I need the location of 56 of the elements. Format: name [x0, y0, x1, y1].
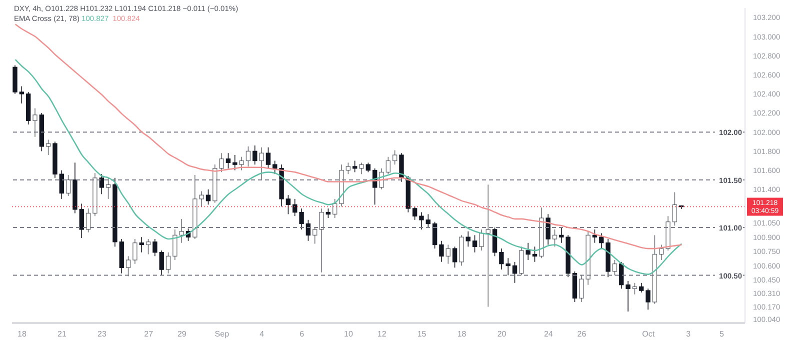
candlestick: [159, 250, 164, 276]
candlestick: [292, 198, 298, 216]
x-tick-label: 10: [344, 330, 354, 339]
candlestick: [592, 229, 598, 244]
candlestick: [452, 246, 458, 268]
candlestick: [439, 240, 444, 262]
x-tick-label: 5: [719, 330, 724, 339]
candlestick: [419, 212, 424, 230]
x-tick-label: 3: [686, 330, 692, 339]
candlestick: [232, 154, 238, 171]
candlestick: [426, 214, 430, 228]
candlestick: [99, 174, 104, 195]
x-tick-label: 18: [457, 330, 467, 339]
candlestick: [206, 188, 211, 206]
candlestick: [152, 238, 158, 257]
candlestick: [326, 208, 331, 218]
candlestick: [286, 194, 291, 215]
candlestick: [139, 236, 144, 253]
candlestick: [299, 208, 304, 230]
x-tick-label: 20: [497, 330, 507, 339]
candlestick: [646, 288, 650, 310]
candlestick: [266, 146, 271, 169]
x-tick-label: 4: [260, 330, 265, 339]
candlestick: [399, 152, 404, 182]
candlestick: [499, 248, 504, 270]
x-tick-label: 29: [177, 330, 187, 339]
candlestick: [352, 160, 358, 173]
x-tick-label: 12: [377, 330, 387, 339]
candlestick: [79, 203, 84, 238]
x-tick-label: Sep: [214, 330, 230, 339]
candlestick: [639, 282, 644, 293]
candlestick: [412, 206, 418, 220]
candlestick: [506, 258, 510, 276]
candlestick: [59, 170, 64, 200]
candlestick: [272, 160, 278, 174]
candlestick: [366, 162, 371, 173]
candlestick: [492, 227, 498, 257]
x-tick-label: Oct: [642, 330, 656, 339]
candlestick: [252, 145, 258, 165]
candlestick: [512, 262, 518, 284]
candlestick: [626, 280, 630, 312]
candlestick: [466, 230, 470, 248]
candlestick: [472, 234, 478, 253]
x-tick-label: 15: [417, 330, 427, 339]
candlestick: [226, 152, 231, 169]
x-tick-label: 26: [577, 330, 587, 339]
candlestick: [432, 221, 438, 249]
x-tick-label: 6: [300, 330, 305, 339]
x-tick-label: 18: [18, 330, 27, 339]
candlestick: [19, 86, 24, 104]
candlestick: [619, 262, 624, 290]
x-tick-label: 21: [58, 330, 67, 339]
x-tick-label: 24: [544, 330, 554, 339]
x-tick-label: 23: [98, 330, 107, 339]
candlestick: [532, 246, 538, 262]
x-tick-label: 27: [144, 330, 154, 339]
